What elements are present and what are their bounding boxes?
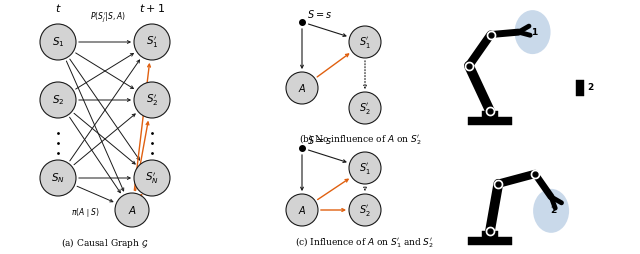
Circle shape bbox=[40, 160, 76, 196]
Text: $S_N'$: $S_N'$ bbox=[145, 170, 159, 186]
Text: $t+1$: $t+1$ bbox=[139, 2, 165, 14]
Circle shape bbox=[349, 26, 381, 58]
Text: $S_1'$: $S_1'$ bbox=[146, 34, 158, 50]
Text: 2: 2 bbox=[587, 84, 593, 92]
Text: $S_1'$: $S_1'$ bbox=[359, 35, 371, 50]
Ellipse shape bbox=[515, 10, 550, 54]
Text: (b) No influence of $A$ on $S_2'$: (b) No influence of $A$ on $S_2'$ bbox=[299, 133, 421, 147]
Text: $S_2$: $S_2$ bbox=[52, 93, 64, 107]
Circle shape bbox=[349, 194, 381, 226]
Bar bbox=[576, 80, 584, 96]
Circle shape bbox=[40, 24, 76, 60]
Ellipse shape bbox=[533, 189, 569, 233]
Bar bbox=[482, 111, 498, 117]
Text: (a) Causal Graph $\mathcal{G}$: (a) Causal Graph $\mathcal{G}$ bbox=[61, 236, 148, 250]
Circle shape bbox=[134, 160, 170, 196]
Text: $A$: $A$ bbox=[298, 82, 307, 94]
Text: (c) Influence of $A$ on $S_1'$ and $S_2'$: (c) Influence of $A$ on $S_1'$ and $S_2'… bbox=[296, 236, 435, 250]
Circle shape bbox=[286, 194, 318, 226]
Bar bbox=[468, 237, 512, 245]
Bar bbox=[468, 117, 512, 125]
Text: $S_1'$: $S_1'$ bbox=[359, 161, 371, 176]
Text: $S_2'$: $S_2'$ bbox=[359, 101, 371, 116]
Text: 2: 2 bbox=[550, 206, 556, 215]
Bar bbox=[482, 231, 498, 237]
Text: $S_2'$: $S_2'$ bbox=[359, 202, 371, 217]
Circle shape bbox=[40, 82, 76, 118]
Text: 1: 1 bbox=[531, 28, 538, 37]
Text: $A$: $A$ bbox=[127, 204, 136, 216]
Text: $S_N$: $S_N$ bbox=[51, 171, 65, 185]
Text: $S_2'$: $S_2'$ bbox=[146, 92, 158, 108]
Text: $\pi(A\mid S)$: $\pi(A\mid S)$ bbox=[70, 207, 99, 219]
Text: $t$: $t$ bbox=[54, 2, 61, 14]
Circle shape bbox=[349, 92, 381, 124]
Circle shape bbox=[115, 193, 149, 227]
Circle shape bbox=[349, 152, 381, 184]
Text: $A$: $A$ bbox=[298, 204, 307, 216]
Circle shape bbox=[286, 72, 318, 104]
Circle shape bbox=[134, 24, 170, 60]
Text: $S=s$: $S=s$ bbox=[307, 8, 333, 20]
Text: $P(S_j'|S, A)$: $P(S_j'|S, A)$ bbox=[90, 11, 126, 25]
Circle shape bbox=[134, 82, 170, 118]
Text: $S=s$: $S=s$ bbox=[307, 134, 333, 146]
Text: $S_1$: $S_1$ bbox=[52, 35, 64, 49]
